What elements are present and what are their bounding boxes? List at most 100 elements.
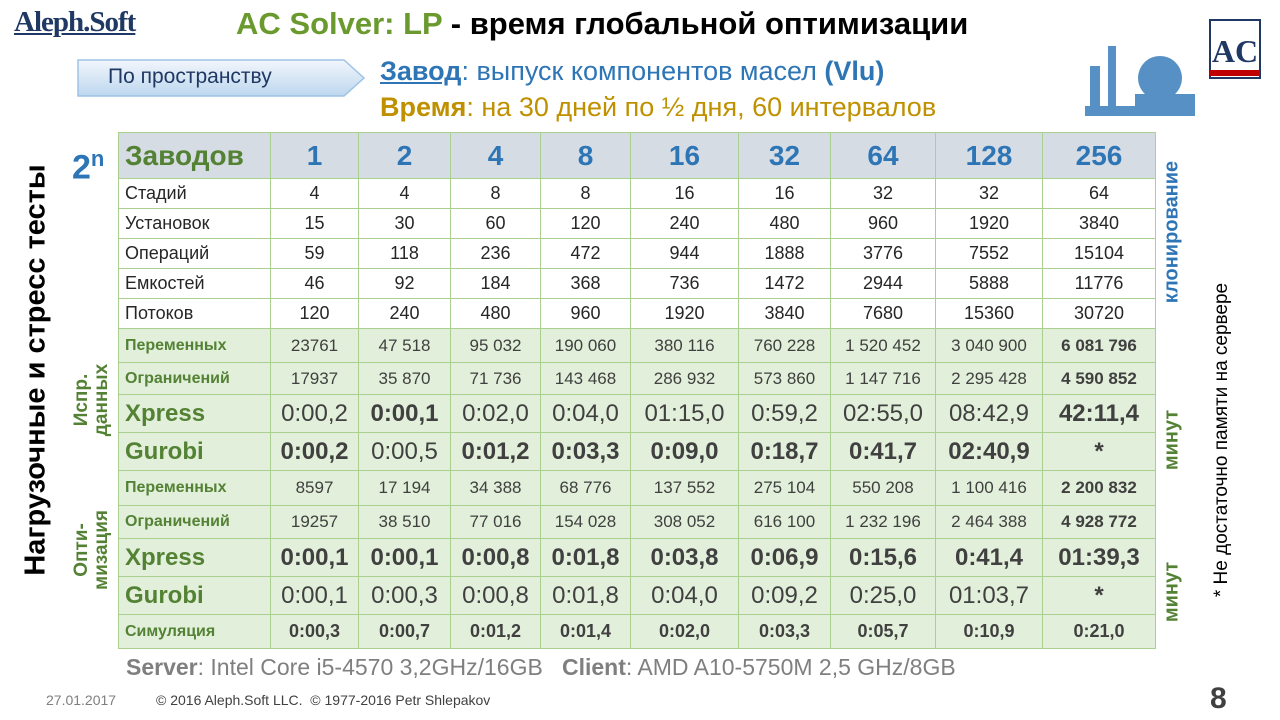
ac-logo-box (1209, 19, 1261, 79)
cell: 616 100 (738, 505, 831, 539)
cell: 2 464 388 (935, 505, 1043, 539)
row: Потоков 120 240 480 960 1920 3840 7680 15360 3072… (118, 298, 1156, 329)
time-key: Время (380, 92, 467, 122)
row: Стадий 4 4 8 8 16 16 32 32 64 (118, 178, 1156, 209)
cell: 01:15,0 (630, 394, 739, 433)
table: Заводов 1 2 4 8 16 32 64 128 256 Стадий 4 4 8 8 16 16 32 3… (118, 132, 1156, 649)
side-title: Нагрузочные и стресс тесты (19, 164, 52, 576)
cell: 4 928 772 (1042, 505, 1156, 539)
row-label: Переменных (118, 328, 271, 363)
cell: 5888 (935, 268, 1043, 299)
cell: 8 (450, 178, 541, 209)
cell: 240 (358, 298, 451, 329)
row: Xpress 0:00,1 0:00,1 0:00,8 0:01,8 0:03,8 0:06… (118, 538, 1156, 577)
cell: 35 870 (358, 362, 451, 395)
row-label: Операций (118, 238, 271, 269)
row: Ограничений 19257 38 510 77 016 154 028 308 0… (118, 505, 1156, 539)
cell: * (1042, 576, 1156, 615)
cell: 190 060 (540, 328, 631, 363)
cell: 59 (270, 238, 359, 269)
plant-line: Завод: выпуск компонентов масел (Vlu) (380, 56, 884, 87)
cell: 7680 (830, 298, 936, 329)
button[interactable]: По пространству (76, 58, 366, 98)
ac-logo-stripe (1210, 70, 1260, 76)
cell: 286 932 (630, 362, 739, 395)
cell: 6 081 796 (1042, 328, 1156, 363)
cell: 960 (830, 208, 936, 239)
cell: 0:00,2 (270, 432, 359, 471)
title-product: AC Solver: LP (236, 6, 443, 41)
cell: 15104 (1042, 238, 1156, 269)
cell: 3840 (738, 298, 831, 329)
server-label: Server (126, 654, 198, 680)
cell: 0:10,9 (935, 614, 1043, 649)
cell: 2 295 428 (935, 362, 1043, 395)
cell: 01:39,3 (1042, 538, 1156, 577)
row: Xpress 0:00,2 0:00,1 0:02,0 0:04,0 01:15,0 0:5… (118, 394, 1156, 433)
cell: 38 510 (358, 505, 451, 539)
cell: 240 (630, 208, 739, 239)
row-label: Потоков (118, 298, 271, 329)
cell: 46 (270, 268, 359, 299)
power-label: 2n (72, 146, 104, 187)
cell: 0:00,3 (358, 576, 451, 615)
cell: 275 104 (738, 470, 831, 506)
cell: 0:05,7 (830, 614, 936, 649)
cell: 550 208 (830, 470, 936, 506)
row-label: Gurobi (118, 432, 271, 471)
cell: 184 (450, 268, 541, 299)
cell: 573 860 (738, 362, 831, 395)
cell: 01:03,7 (935, 576, 1043, 615)
group-label: Опти-мизация (71, 510, 112, 590)
header-row: Заводов 1 2 4 8 16 32 64 128 256 (118, 132, 1156, 179)
plant-key: Завод (380, 56, 462, 86)
group-line: данных (91, 363, 112, 437)
cell: 0:59,2 (738, 394, 831, 433)
cell: 68 776 (540, 470, 631, 506)
cell: 95 032 (450, 328, 541, 363)
cell: 42:11,4 (1042, 394, 1156, 433)
cell: 47 518 (358, 328, 451, 363)
cell: 19257 (270, 505, 359, 539)
config-line: Server: Intel Core i5-4570 3,2GHz/16GB C… (126, 654, 956, 681)
cell: 77 016 (450, 505, 541, 539)
factory-icon (1085, 46, 1195, 116)
date: 27.01.2017 (46, 692, 117, 708)
row-label: Установок (118, 208, 271, 239)
cell: 0:00,1 (358, 538, 451, 577)
header-cell: 64 (830, 132, 936, 179)
cell: 1 147 716 (830, 362, 936, 395)
row: Симуляция 0:00,3 0:00,7 0:01,2 0:01,4 0:02,0 0… (118, 614, 1156, 649)
cell: 120 (540, 208, 631, 239)
row-label: Ограничений (118, 505, 271, 539)
cell: 1920 (630, 298, 739, 329)
cell: 0:03,3 (540, 432, 631, 471)
cell: 118 (358, 238, 451, 269)
cell: 2944 (830, 268, 936, 299)
cell: 0:00,1 (270, 538, 359, 577)
cell: 4 590 852 (1042, 362, 1156, 395)
button-label: По пространству (108, 65, 272, 88)
group-label: Испр. данных (71, 363, 112, 437)
cell: 16 (630, 178, 739, 209)
cell: 472 (540, 238, 631, 269)
row: Операций 59 118 236 472 944 1888 3776 7552 15104 (118, 238, 1156, 269)
cell: 0:25,0 (830, 576, 936, 615)
logo: Aleph.Soft (14, 6, 136, 38)
plant-text: : выпуск компонентов масел (461, 56, 825, 86)
cell: 308 052 (630, 505, 739, 539)
cell: 0:41,4 (935, 538, 1043, 577)
cell: 8 (540, 178, 631, 209)
cell: 08:42,9 (935, 394, 1043, 433)
cell: 64 (1042, 178, 1156, 209)
cell: 236 (450, 238, 541, 269)
cell: 02:55,0 (830, 394, 936, 433)
copyright: © 2016 Aleph.Soft LLC. © 1977-2016 Petr … (156, 692, 491, 708)
cell: 1 232 196 (830, 505, 936, 539)
server: : Intel Core i5-4570 3,2GHz/16GB (197, 654, 543, 680)
cell: 17937 (270, 362, 359, 395)
cell: 3840 (1042, 208, 1156, 239)
group-line: Испр. (71, 373, 92, 427)
cell: 143 468 (540, 362, 631, 395)
cell: 0:00,8 (450, 576, 541, 615)
